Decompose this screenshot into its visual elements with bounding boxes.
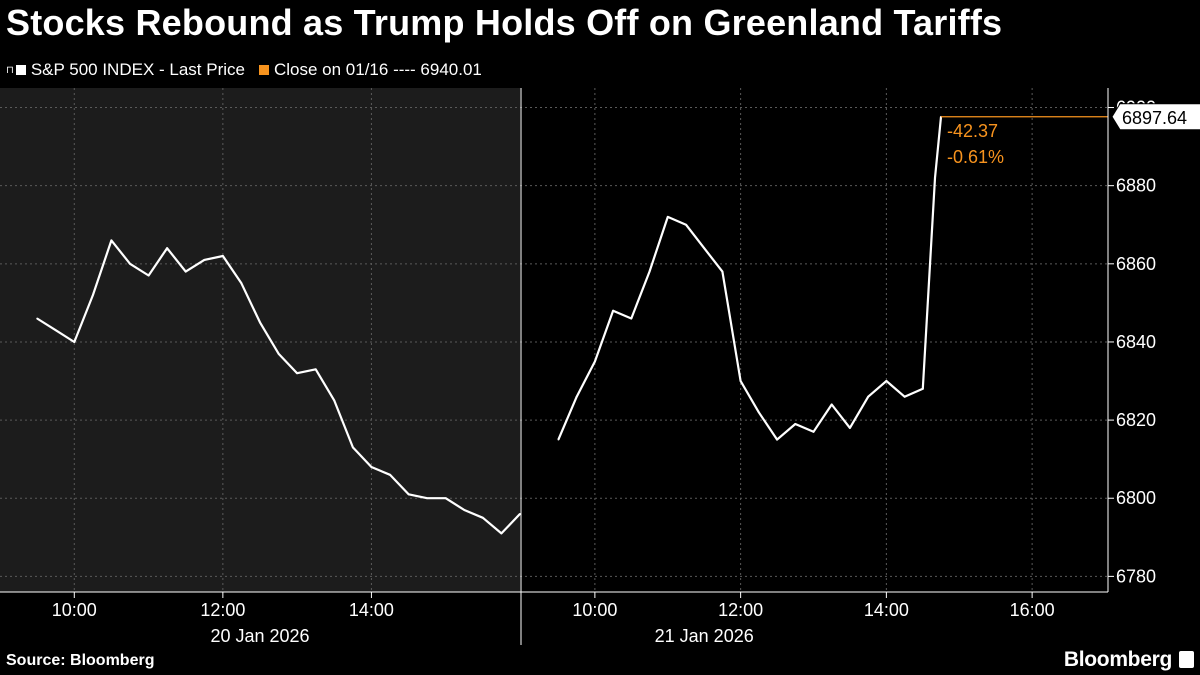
- x-tick-label: 16:00: [1010, 600, 1055, 620]
- price-point: [776, 438, 778, 441]
- x-tick-label: 12:00: [200, 600, 245, 620]
- legend-handle-icon: ⊓: [6, 64, 14, 76]
- price-point: [110, 239, 113, 242]
- price-point: [351, 446, 354, 449]
- price-point: [240, 282, 243, 285]
- price-point: [903, 395, 906, 398]
- x-tick-label: 14:00: [349, 600, 394, 620]
- price-point: [557, 438, 560, 441]
- source-note: Source: Bloomberg: [6, 652, 155, 669]
- price-point: [184, 270, 187, 273]
- price-point: [666, 216, 669, 218]
- price-point: [739, 380, 742, 382]
- price-point: [849, 427, 851, 429]
- price-point: [129, 262, 131, 265]
- chart-legend: ⊓ S&P 500 INDEX - Last Price Close on 01…: [6, 60, 482, 80]
- legend-label-close: Close on 01/16 ---- 6940.01: [273, 60, 482, 79]
- price-point: [166, 247, 169, 250]
- prev-day-shading: [0, 88, 520, 592]
- x-tick-label: 14:00: [864, 600, 909, 620]
- price-point: [794, 423, 797, 425]
- price-line-day-2: [557, 116, 943, 441]
- price-point: [612, 309, 614, 312]
- price-point: [277, 352, 280, 355]
- last-value-label: 6897.64: [1122, 108, 1187, 128]
- price-point: [648, 270, 651, 273]
- price-point: [296, 372, 299, 375]
- price-point: [36, 317, 39, 320]
- chart-title: Stocks Rebound as Trump Holds Off on Gre…: [6, 2, 1003, 43]
- price-point: [630, 317, 633, 320]
- legend-swatch-close: [258, 65, 269, 75]
- price-point: [389, 473, 391, 476]
- price-point: [259, 321, 261, 324]
- change-pct-label: -0.61%: [947, 147, 1004, 167]
- date-label: 20 Jan 2026: [210, 626, 309, 646]
- price-point: [519, 512, 521, 515]
- price-point: [721, 270, 724, 273]
- price-point: [593, 360, 596, 363]
- legend-label-price: S&P 500 INDEX - Last Price: [30, 60, 245, 79]
- price-point: [147, 274, 150, 277]
- legend-swatch-price: [15, 65, 26, 75]
- price-point: [407, 493, 410, 496]
- price-point: [314, 368, 317, 371]
- price-point: [370, 466, 373, 468]
- y-tick-label: 6880: [1116, 176, 1156, 196]
- price-point: [444, 497, 447, 500]
- price-point: [463, 509, 466, 511]
- price-point: [73, 341, 76, 343]
- y-tick-label: 6800: [1116, 488, 1156, 508]
- price-point: [575, 395, 578, 398]
- bloomberg-terminal-icon: [1179, 651, 1194, 668]
- price-point: [685, 223, 687, 226]
- price-point: [426, 497, 429, 500]
- price-point: [91, 294, 94, 296]
- brand-logo: Bloomberg: [1063, 648, 1172, 671]
- x-tick-label: 10:00: [52, 600, 97, 620]
- x-tick-label: 12:00: [718, 600, 763, 620]
- price-point: [54, 329, 57, 332]
- x-tick-label: 10:00: [572, 600, 617, 620]
- y-tick-label: 6780: [1116, 566, 1156, 586]
- price-point: [934, 176, 936, 179]
- price-point: [203, 259, 206, 261]
- change-abs-label: -42.37: [947, 121, 998, 141]
- date-label: 21 Jan 2026: [655, 626, 754, 646]
- price-point: [830, 403, 833, 406]
- price-point: [867, 395, 870, 398]
- price-point: [885, 380, 888, 382]
- price-point: [481, 516, 484, 519]
- y-tick-label: 6840: [1116, 332, 1156, 352]
- price-point: [921, 387, 924, 390]
- price-point: [757, 411, 760, 414]
- price-point: [333, 399, 336, 402]
- price-point: [500, 532, 503, 535]
- price-point: [812, 430, 815, 433]
- price-point: [221, 255, 224, 257]
- price-point: [703, 247, 706, 250]
- y-tick-label: 6820: [1116, 410, 1156, 430]
- y-tick-label: 6860: [1116, 254, 1156, 274]
- last-value-tag: [1111, 103, 1200, 131]
